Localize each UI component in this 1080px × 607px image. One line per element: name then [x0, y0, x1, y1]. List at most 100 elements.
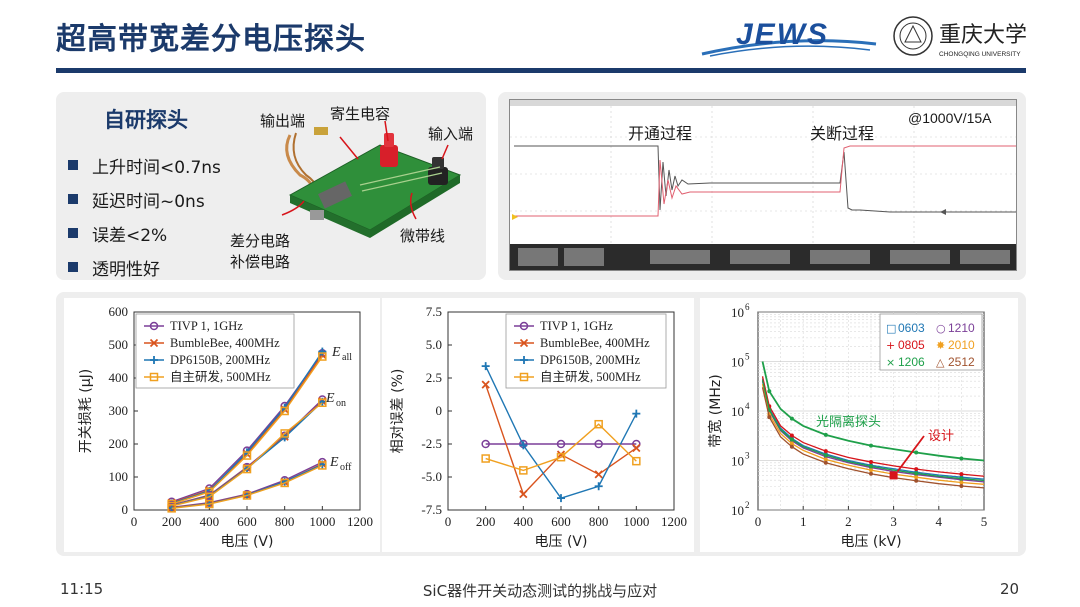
- data-point: [280, 406, 289, 416]
- bullet-item: 误差<2%: [68, 216, 221, 250]
- data-point: [594, 482, 603, 491]
- data-point: [959, 484, 964, 489]
- data-point: [959, 472, 964, 477]
- footer-time: 11:15: [60, 580, 104, 598]
- data-point: [914, 471, 919, 476]
- y-axis-label: 开关损耗 (μJ): [78, 369, 94, 453]
- legend-marker: □: [886, 322, 896, 335]
- x-tick-label: 400: [514, 514, 534, 529]
- data-point: [959, 480, 964, 485]
- y-tick-label: 0: [436, 403, 443, 418]
- legend-marker: [519, 338, 529, 348]
- data-point: [789, 437, 794, 442]
- x-tick-label: 800: [275, 514, 295, 529]
- data-point: [869, 464, 873, 469]
- y-tick-label-base: 10: [731, 503, 744, 518]
- legend-label: 自主研发, 500MHz: [540, 369, 641, 384]
- energy-label: E: [329, 455, 339, 470]
- data-point: [869, 443, 873, 448]
- legend-marker: [520, 356, 528, 364]
- data-point: [481, 454, 490, 463]
- y-tick-label-exponent: 4: [745, 401, 750, 411]
- x-tick-label: 2: [845, 514, 852, 529]
- data-point: [519, 441, 528, 450]
- y-tick-label-exponent: 2: [745, 500, 750, 510]
- data-point: [914, 475, 919, 480]
- data-point: [823, 460, 828, 465]
- bullet-square-icon: [68, 262, 78, 272]
- x-tick-label: 1200: [661, 514, 687, 529]
- x-tick-label: 1000: [623, 514, 649, 529]
- footer-title: SiC器件开关动态测试的挑战与应对: [422, 582, 658, 600]
- data-point: [556, 452, 566, 462]
- data-point: [481, 439, 490, 449]
- bullet-item: 延迟时间~0ns: [68, 182, 221, 216]
- data-point: [789, 441, 794, 446]
- label-diff-circuit: 差分电路: [230, 232, 291, 250]
- legend-label: 0805: [898, 338, 925, 352]
- jews-logo: JEWS: [701, 18, 877, 57]
- legend-label: DP6150B, 200MHz: [540, 353, 640, 367]
- x-tick-label: 1200: [347, 514, 373, 529]
- legend-marker: [519, 321, 529, 331]
- data-point: [280, 429, 289, 438]
- series-line: [171, 356, 323, 505]
- x-tick-label: 0: [131, 514, 138, 529]
- x-tick-label: 4: [936, 514, 943, 529]
- probe-bullet-list: 上升时间<0.7ns 延迟时间~0ns 误差<2% 透明性好: [68, 148, 221, 284]
- data-point: [869, 471, 873, 476]
- data-point: [519, 490, 528, 499]
- energy-label: E: [325, 391, 335, 406]
- x-tick-label: 1000: [309, 514, 335, 529]
- y-tick-label: 400: [109, 370, 129, 385]
- data-point: [632, 456, 641, 466]
- legend-marker: ✸: [936, 339, 945, 352]
- oscilloscope-waveform: [510, 100, 1016, 270]
- x-tick-label: 3: [890, 514, 897, 529]
- series-line: [761, 361, 985, 462]
- legend-box: [879, 313, 983, 371]
- probe-heading: 自研探头: [104, 108, 188, 132]
- x-axis-label: 电压 (V): [535, 534, 588, 550]
- legend-marker: [149, 372, 159, 382]
- switching-loss-chart: 0 200 400 600 800 1000 1200 0 100 200 300 400 500 600…: [64, 298, 380, 552]
- data-point: [789, 433, 794, 438]
- y-tick-label-base: 10: [731, 305, 744, 320]
- data-point: [519, 466, 528, 475]
- data-point: [823, 449, 828, 454]
- y-tick-label: -7.5: [421, 502, 442, 517]
- design-label: 设计: [928, 429, 954, 444]
- y-tick-label-exponent: 5: [745, 352, 750, 362]
- legend-label: DP6150B, 200MHz: [170, 353, 270, 367]
- data-point: [823, 457, 828, 462]
- y-tick-label: 5.0: [426, 337, 442, 352]
- data-point: [959, 456, 964, 461]
- y-tick-label-exponent: 6: [745, 302, 750, 312]
- data-point: [318, 398, 327, 407]
- data-point: [959, 476, 964, 481]
- energy-label-subscript: all: [342, 352, 352, 363]
- data-point: [789, 444, 794, 449]
- label-comp-circuit: 补偿电路: [230, 253, 291, 271]
- data-point: [914, 467, 919, 472]
- optical-probe-label: 光隔离探头: [816, 414, 881, 430]
- data-point: [205, 499, 214, 509]
- x-tick-label: 400: [200, 514, 220, 529]
- data-point: [914, 478, 919, 483]
- x-tick-label: 0: [445, 514, 452, 529]
- data-point: [789, 416, 794, 421]
- data-point: [242, 464, 252, 474]
- y-axis-label: 相对误差 (%): [390, 369, 406, 454]
- y-tick-label: 200: [109, 436, 129, 451]
- data-point: [914, 450, 919, 455]
- series-line: [761, 376, 985, 477]
- x-tick-label: 1: [800, 514, 807, 529]
- series-line: [761, 378, 985, 480]
- y-tick-label: -5.0: [421, 469, 442, 484]
- bullet-square-icon: [68, 194, 78, 204]
- x-tick-label: 600: [237, 514, 257, 529]
- series-line: [485, 423, 637, 472]
- x-tick-label: 5: [981, 514, 988, 529]
- legend-marker: [149, 321, 159, 331]
- data-point: [869, 468, 873, 473]
